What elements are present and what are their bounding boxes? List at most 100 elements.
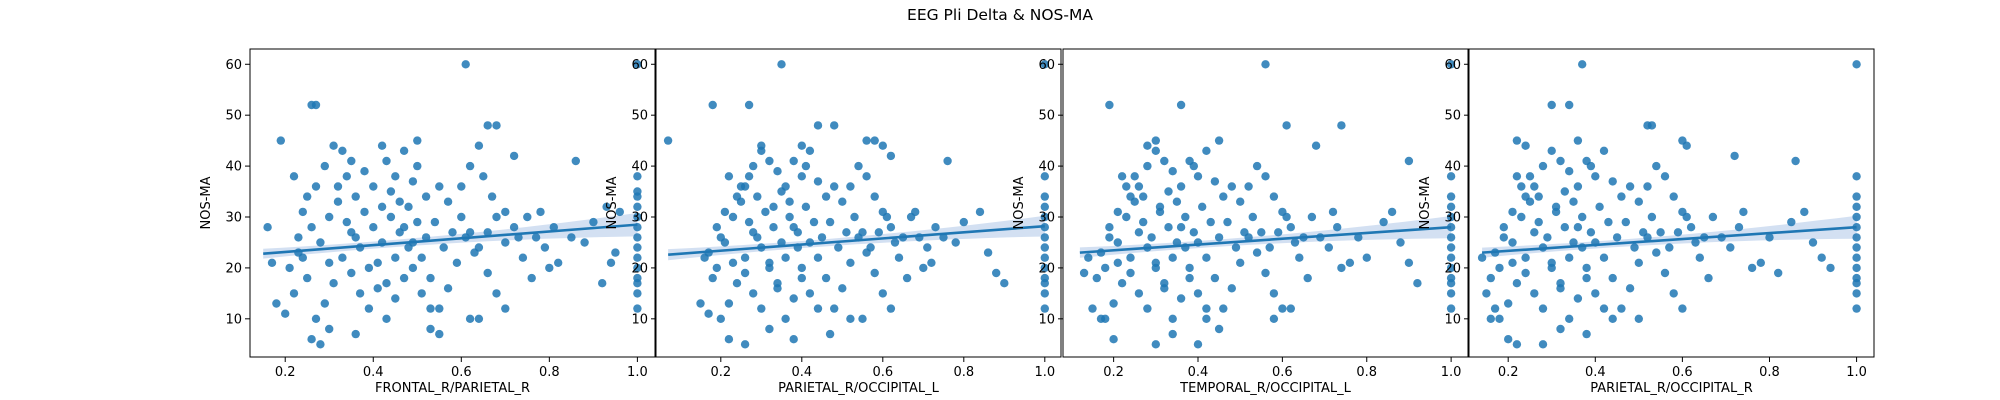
data-point: [777, 238, 786, 247]
data-point: [1852, 263, 1861, 273]
data-point: [1404, 258, 1414, 267]
data-point: [417, 253, 426, 262]
data-point: [1105, 223, 1114, 232]
data-point: [1852, 212, 1861, 222]
data-point: [919, 263, 928, 273]
data-point: [1565, 167, 1574, 176]
data-point: [1274, 228, 1283, 237]
data-point: [1307, 212, 1317, 222]
data-point: [377, 141, 387, 150]
data-point: [1168, 253, 1177, 262]
data-point: [527, 273, 536, 283]
data-point: [720, 207, 730, 217]
data-point: [399, 273, 409, 283]
data-point: [1134, 182, 1144, 191]
data-point: [1176, 182, 1186, 191]
data-point: [1117, 279, 1127, 288]
data-point: [1303, 273, 1312, 283]
data-point: [854, 161, 863, 171]
data-point: [1185, 263, 1194, 273]
data-point: [1328, 207, 1338, 217]
data-point: [549, 223, 558, 232]
data-point: [1040, 212, 1050, 222]
data-point: [842, 228, 851, 237]
data-point: [395, 197, 404, 206]
data-point: [1176, 100, 1186, 110]
data-point: [1826, 263, 1835, 273]
data-point: [1573, 136, 1583, 145]
data-point: [1113, 258, 1123, 267]
data-point: [1669, 192, 1678, 201]
data-point: [1521, 268, 1530, 278]
data-point: [797, 141, 806, 150]
data-point: [1278, 304, 1287, 313]
data-point: [708, 273, 717, 283]
data-point: [720, 238, 730, 247]
x-tick-label: 0.2: [275, 365, 296, 380]
data-point: [1643, 182, 1652, 191]
data-point: [1730, 151, 1739, 161]
data-point: [435, 329, 444, 339]
data-point: [1446, 253, 1456, 262]
data-point: [1639, 228, 1648, 237]
data-point: [1040, 60, 1050, 69]
data-point: [862, 136, 871, 145]
data-point: [1231, 243, 1241, 252]
data-point: [789, 223, 798, 232]
data-point: [351, 329, 360, 339]
data-point: [890, 238, 900, 247]
data-point: [408, 177, 418, 186]
x-tick-label: 0.6: [872, 365, 893, 380]
data-point: [1517, 212, 1526, 222]
data-point: [633, 243, 642, 252]
data-point: [1543, 233, 1552, 242]
data-point: [303, 192, 312, 201]
y-tick-label: 60: [225, 58, 242, 73]
data-point: [399, 146, 409, 155]
data-point: [1586, 161, 1596, 171]
data-point: [1765, 233, 1774, 242]
data-point: [413, 161, 422, 171]
data-point: [377, 202, 387, 211]
data-point: [1560, 223, 1570, 232]
data-point: [430, 217, 440, 227]
data-point: [923, 243, 932, 252]
x-tick-label: 1.0: [627, 365, 648, 380]
data-point: [858, 228, 867, 237]
data-point: [298, 253, 307, 262]
data-point: [1214, 324, 1224, 334]
data-point: [272, 299, 281, 308]
data-point: [1678, 304, 1687, 313]
data-point: [1189, 161, 1199, 171]
data-point: [785, 197, 794, 206]
data-point: [813, 253, 823, 262]
data-point: [736, 197, 746, 206]
data-point: [263, 223, 272, 232]
data-point: [830, 121, 839, 130]
data-point: [1113, 207, 1123, 217]
data-point: [492, 121, 501, 130]
data-point: [413, 217, 422, 227]
data-point: [1756, 258, 1766, 267]
data-point: [408, 263, 418, 273]
data-point: [1324, 243, 1334, 252]
data-point: [1446, 263, 1456, 273]
data-point: [606, 258, 616, 267]
data-point: [1105, 233, 1114, 242]
data-point: [1647, 212, 1657, 222]
data-point: [1490, 304, 1500, 313]
data-point: [1634, 197, 1644, 206]
data-point: [1282, 212, 1291, 222]
data-point: [1151, 146, 1161, 155]
data-point: [1092, 273, 1102, 283]
x-tick-label: 0.2: [1498, 365, 1519, 380]
axes-frame: [655, 48, 1062, 358]
data-point: [1101, 263, 1110, 273]
data-point: [404, 243, 413, 252]
data-point: [633, 304, 642, 313]
data-point: [1530, 228, 1539, 237]
data-point: [1286, 304, 1296, 313]
data-point: [1665, 243, 1674, 252]
data-point: [1151, 258, 1161, 267]
data-point: [1595, 202, 1604, 211]
